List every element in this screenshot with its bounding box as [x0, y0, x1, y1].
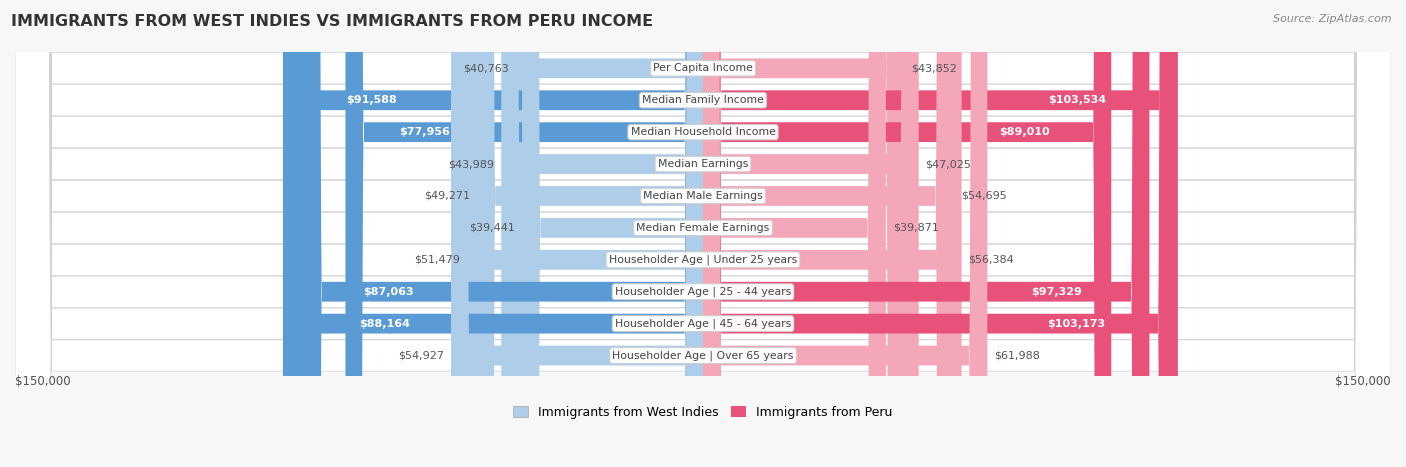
Text: $103,173: $103,173: [1047, 318, 1105, 329]
Text: $40,763: $40,763: [464, 64, 509, 73]
Text: $150,000: $150,000: [15, 375, 70, 389]
Text: $39,441: $39,441: [470, 223, 515, 233]
FancyBboxPatch shape: [703, 0, 1150, 467]
Text: Householder Age | 25 - 44 years: Householder Age | 25 - 44 years: [614, 286, 792, 297]
Text: Source: ZipAtlas.com: Source: ZipAtlas.com: [1274, 14, 1392, 24]
FancyBboxPatch shape: [703, 0, 1177, 467]
Text: $54,927: $54,927: [398, 351, 444, 361]
FancyBboxPatch shape: [15, 0, 1391, 467]
Text: $43,989: $43,989: [449, 159, 495, 169]
Text: $91,588: $91,588: [346, 95, 396, 105]
FancyBboxPatch shape: [703, 0, 953, 467]
FancyBboxPatch shape: [15, 0, 1391, 467]
Text: $54,695: $54,695: [960, 191, 1007, 201]
Text: Householder Age | Under 25 years: Householder Age | Under 25 years: [609, 255, 797, 265]
FancyBboxPatch shape: [451, 0, 703, 467]
FancyBboxPatch shape: [298, 0, 703, 467]
Text: Median Family Income: Median Family Income: [643, 95, 763, 105]
Text: $56,384: $56,384: [969, 255, 1014, 265]
Text: $47,025: $47,025: [925, 159, 972, 169]
Text: Median Household Income: Median Household Income: [630, 127, 776, 137]
Text: $51,479: $51,479: [415, 255, 460, 265]
FancyBboxPatch shape: [304, 0, 703, 467]
Text: $43,852: $43,852: [911, 64, 957, 73]
Text: Householder Age | 45 - 64 years: Householder Age | 45 - 64 years: [614, 318, 792, 329]
Text: Median Female Earnings: Median Female Earnings: [637, 223, 769, 233]
FancyBboxPatch shape: [15, 0, 1391, 467]
FancyBboxPatch shape: [703, 0, 918, 467]
FancyBboxPatch shape: [15, 0, 1391, 467]
Text: Per Capita Income: Per Capita Income: [652, 64, 754, 73]
Text: Median Male Earnings: Median Male Earnings: [643, 191, 763, 201]
FancyBboxPatch shape: [703, 0, 962, 467]
Text: Householder Age | Over 65 years: Householder Age | Over 65 years: [612, 350, 794, 361]
FancyBboxPatch shape: [15, 0, 1391, 467]
FancyBboxPatch shape: [703, 0, 1111, 467]
Text: $97,329: $97,329: [1032, 287, 1083, 297]
FancyBboxPatch shape: [283, 0, 703, 467]
Text: IMMIGRANTS FROM WEST INDIES VS IMMIGRANTS FROM PERU INCOME: IMMIGRANTS FROM WEST INDIES VS IMMIGRANT…: [11, 14, 654, 29]
FancyBboxPatch shape: [703, 0, 1178, 467]
Text: $87,063: $87,063: [364, 287, 415, 297]
FancyBboxPatch shape: [516, 0, 703, 467]
FancyBboxPatch shape: [467, 0, 703, 467]
Text: $88,164: $88,164: [360, 318, 411, 329]
Text: $77,956: $77,956: [399, 127, 450, 137]
FancyBboxPatch shape: [15, 0, 1391, 467]
FancyBboxPatch shape: [522, 0, 703, 467]
FancyBboxPatch shape: [15, 0, 1391, 467]
Text: $49,271: $49,271: [425, 191, 470, 201]
Legend: Immigrants from West Indies, Immigrants from Peru: Immigrants from West Indies, Immigrants …: [513, 406, 893, 418]
FancyBboxPatch shape: [501, 0, 703, 467]
Text: $39,871: $39,871: [893, 223, 939, 233]
Text: Median Earnings: Median Earnings: [658, 159, 748, 169]
FancyBboxPatch shape: [477, 0, 703, 467]
Text: $103,534: $103,534: [1049, 95, 1107, 105]
FancyBboxPatch shape: [346, 0, 703, 467]
Text: $150,000: $150,000: [1336, 375, 1391, 389]
FancyBboxPatch shape: [15, 0, 1391, 467]
FancyBboxPatch shape: [15, 0, 1391, 467]
FancyBboxPatch shape: [703, 0, 886, 467]
FancyBboxPatch shape: [15, 0, 1391, 467]
Text: $89,010: $89,010: [1000, 127, 1050, 137]
FancyBboxPatch shape: [703, 0, 987, 467]
FancyBboxPatch shape: [703, 0, 904, 467]
Text: $61,988: $61,988: [994, 351, 1040, 361]
